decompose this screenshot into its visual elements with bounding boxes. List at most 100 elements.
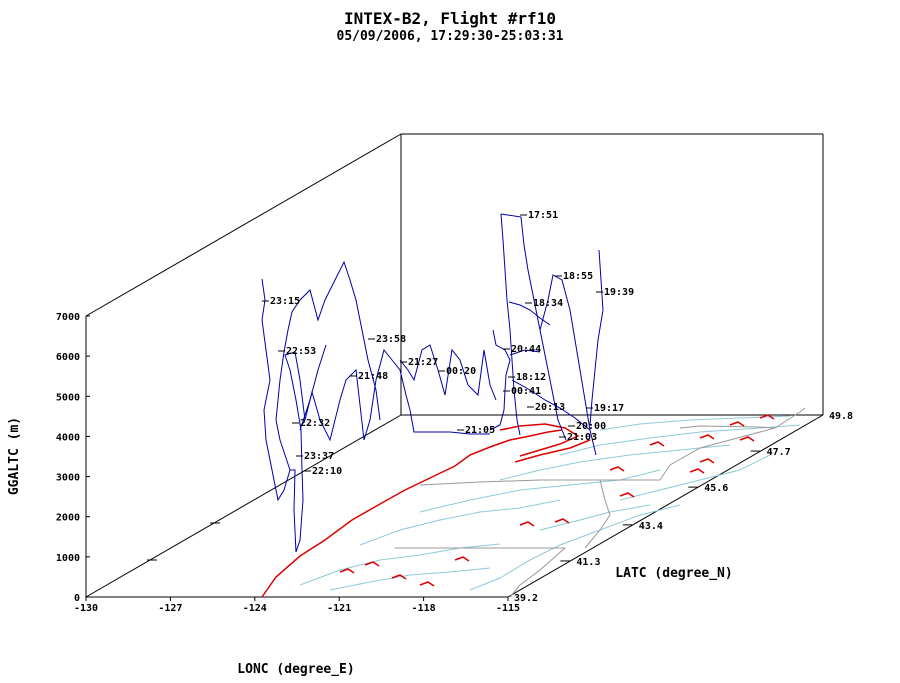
time-label: 19:17 — [594, 403, 624, 414]
flight-track-segment — [299, 344, 327, 431]
z-tick-label: 4000 — [56, 432, 80, 443]
river — [299, 543, 501, 586]
x-axis-ticks: -130 -127 -124 -121 -118 -115 — [74, 597, 520, 614]
river — [599, 415, 791, 431]
coast-inlet — [619, 492, 635, 498]
z-axis-ticks: 0 1000 2000 3000 4000 5000 6000 7000 — [56, 312, 220, 604]
coast-inlet — [649, 441, 665, 447]
time-label: 18:55 — [563, 271, 593, 282]
time-label: 22:53 — [286, 346, 316, 357]
coast-inlet — [699, 434, 715, 440]
state-border — [774, 407, 806, 429]
time-label: 00:41 — [511, 386, 541, 397]
x-tick-label: -127 — [158, 603, 182, 614]
coast-inlet — [729, 421, 745, 427]
coast-inlet — [689, 468, 705, 474]
time-label: 22:10 — [312, 466, 342, 477]
y-tick-label: 47.7 — [767, 447, 791, 458]
time-label: 18:34 — [533, 298, 563, 309]
z-axis-label: GGALTC (m) — [7, 417, 22, 495]
y-tick-label: 45.6 — [704, 483, 728, 494]
z-tick-label: 6000 — [56, 352, 80, 363]
state-borders-layer — [395, 407, 806, 598]
coast-inlet — [454, 556, 470, 562]
state-border — [419, 479, 660, 486]
time-label: 23:58 — [376, 334, 406, 345]
coast-inlet — [759, 414, 775, 420]
time-label: 19:39 — [604, 287, 634, 298]
time-label: 21:05 — [465, 425, 495, 436]
z-tick-label: 0 — [74, 593, 80, 604]
y-axis-label: LATC (degree_N) — [615, 566, 732, 581]
flight-track-segment — [261, 278, 490, 553]
chart-title: INTEX-B2, Flight #rf10 — [344, 9, 556, 28]
state-border — [584, 479, 611, 549]
y-tick-label: 41.3 — [576, 557, 600, 568]
coast-inlet — [609, 466, 625, 472]
flight-track-segment — [500, 213, 521, 436]
river — [359, 499, 561, 546]
coast-inlet — [339, 568, 355, 574]
coastline — [261, 429, 563, 598]
flight-track-segment — [508, 301, 551, 326]
time-label: 18:12 — [516, 372, 546, 383]
flight-track-segment — [399, 344, 497, 401]
time-label: 00:20 — [446, 366, 476, 377]
time-label: 20:00 — [576, 421, 606, 432]
river — [619, 454, 771, 501]
flight-track-segment — [509, 349, 541, 356]
time-label: 20:44 — [511, 344, 541, 355]
z-tick-label: 5000 — [56, 392, 80, 403]
z-tick-label: 2000 — [56, 513, 80, 524]
flight-track-segment — [539, 274, 597, 456]
x-axis-label: LONC (degree_E) — [237, 662, 354, 677]
time-label: 17:51 — [528, 210, 558, 221]
time-label: 21:48 — [358, 371, 388, 382]
time-label: 21:27 — [408, 357, 438, 368]
y-tick-label: 43.4 — [639, 521, 663, 532]
coast-inlet — [364, 561, 380, 567]
coast-inlet — [519, 521, 535, 527]
time-label: 21:03 — [567, 432, 597, 443]
time-labels-layer: 17:51 18:55 19:39 18:34 20:44 18:12 00:41 20:13… — [262, 210, 634, 477]
time-label: 23:37 — [304, 451, 334, 462]
river — [469, 504, 681, 591]
x-tick-label: -130 — [74, 603, 98, 614]
flight-track-segment — [589, 249, 604, 426]
time-label: 20:13 — [535, 402, 565, 413]
x-tick-label: -118 — [412, 603, 436, 614]
flight-track-segment — [511, 379, 591, 431]
state-border — [659, 427, 776, 481]
coast-inlet — [699, 458, 715, 464]
axes-box — [85, 133, 824, 598]
chart-subtitle: 05/09/2006, 17:29:30-25:03:31 — [337, 29, 564, 44]
z-tick-label: 3000 — [56, 473, 80, 484]
river — [499, 444, 731, 481]
coast-inlet — [419, 581, 435, 587]
state-border — [679, 425, 776, 429]
state-border — [509, 547, 566, 598]
puget-sound — [499, 423, 580, 457]
time-label: 23:15 — [270, 296, 300, 307]
river — [419, 469, 661, 513]
coast-fragment — [514, 439, 591, 463]
flight-track-segment — [275, 260, 381, 471]
x-tick-label: -121 — [327, 603, 351, 614]
coast-inlet — [391, 574, 407, 580]
flight-track-layer — [261, 213, 604, 553]
x-tick-label: -124 — [243, 603, 267, 614]
y-axis-ticks: 39.2 41.3 43.4 45.6 47.7 49.8 — [498, 411, 853, 604]
coastline-layer — [261, 414, 775, 598]
flight-track-segment — [489, 329, 511, 431]
y-tick-label: 39.2 — [514, 593, 538, 604]
x-tick-label: -115 — [496, 603, 520, 614]
coast-inlet — [554, 518, 570, 524]
z-tick-label: 1000 — [56, 553, 80, 564]
coast-inlet — [739, 436, 755, 442]
river — [539, 504, 651, 531]
y-tick-label: 49.8 — [829, 411, 853, 422]
river — [329, 567, 491, 591]
z-tick-label: 7000 — [56, 312, 80, 323]
time-label: 22:32 — [300, 418, 330, 429]
